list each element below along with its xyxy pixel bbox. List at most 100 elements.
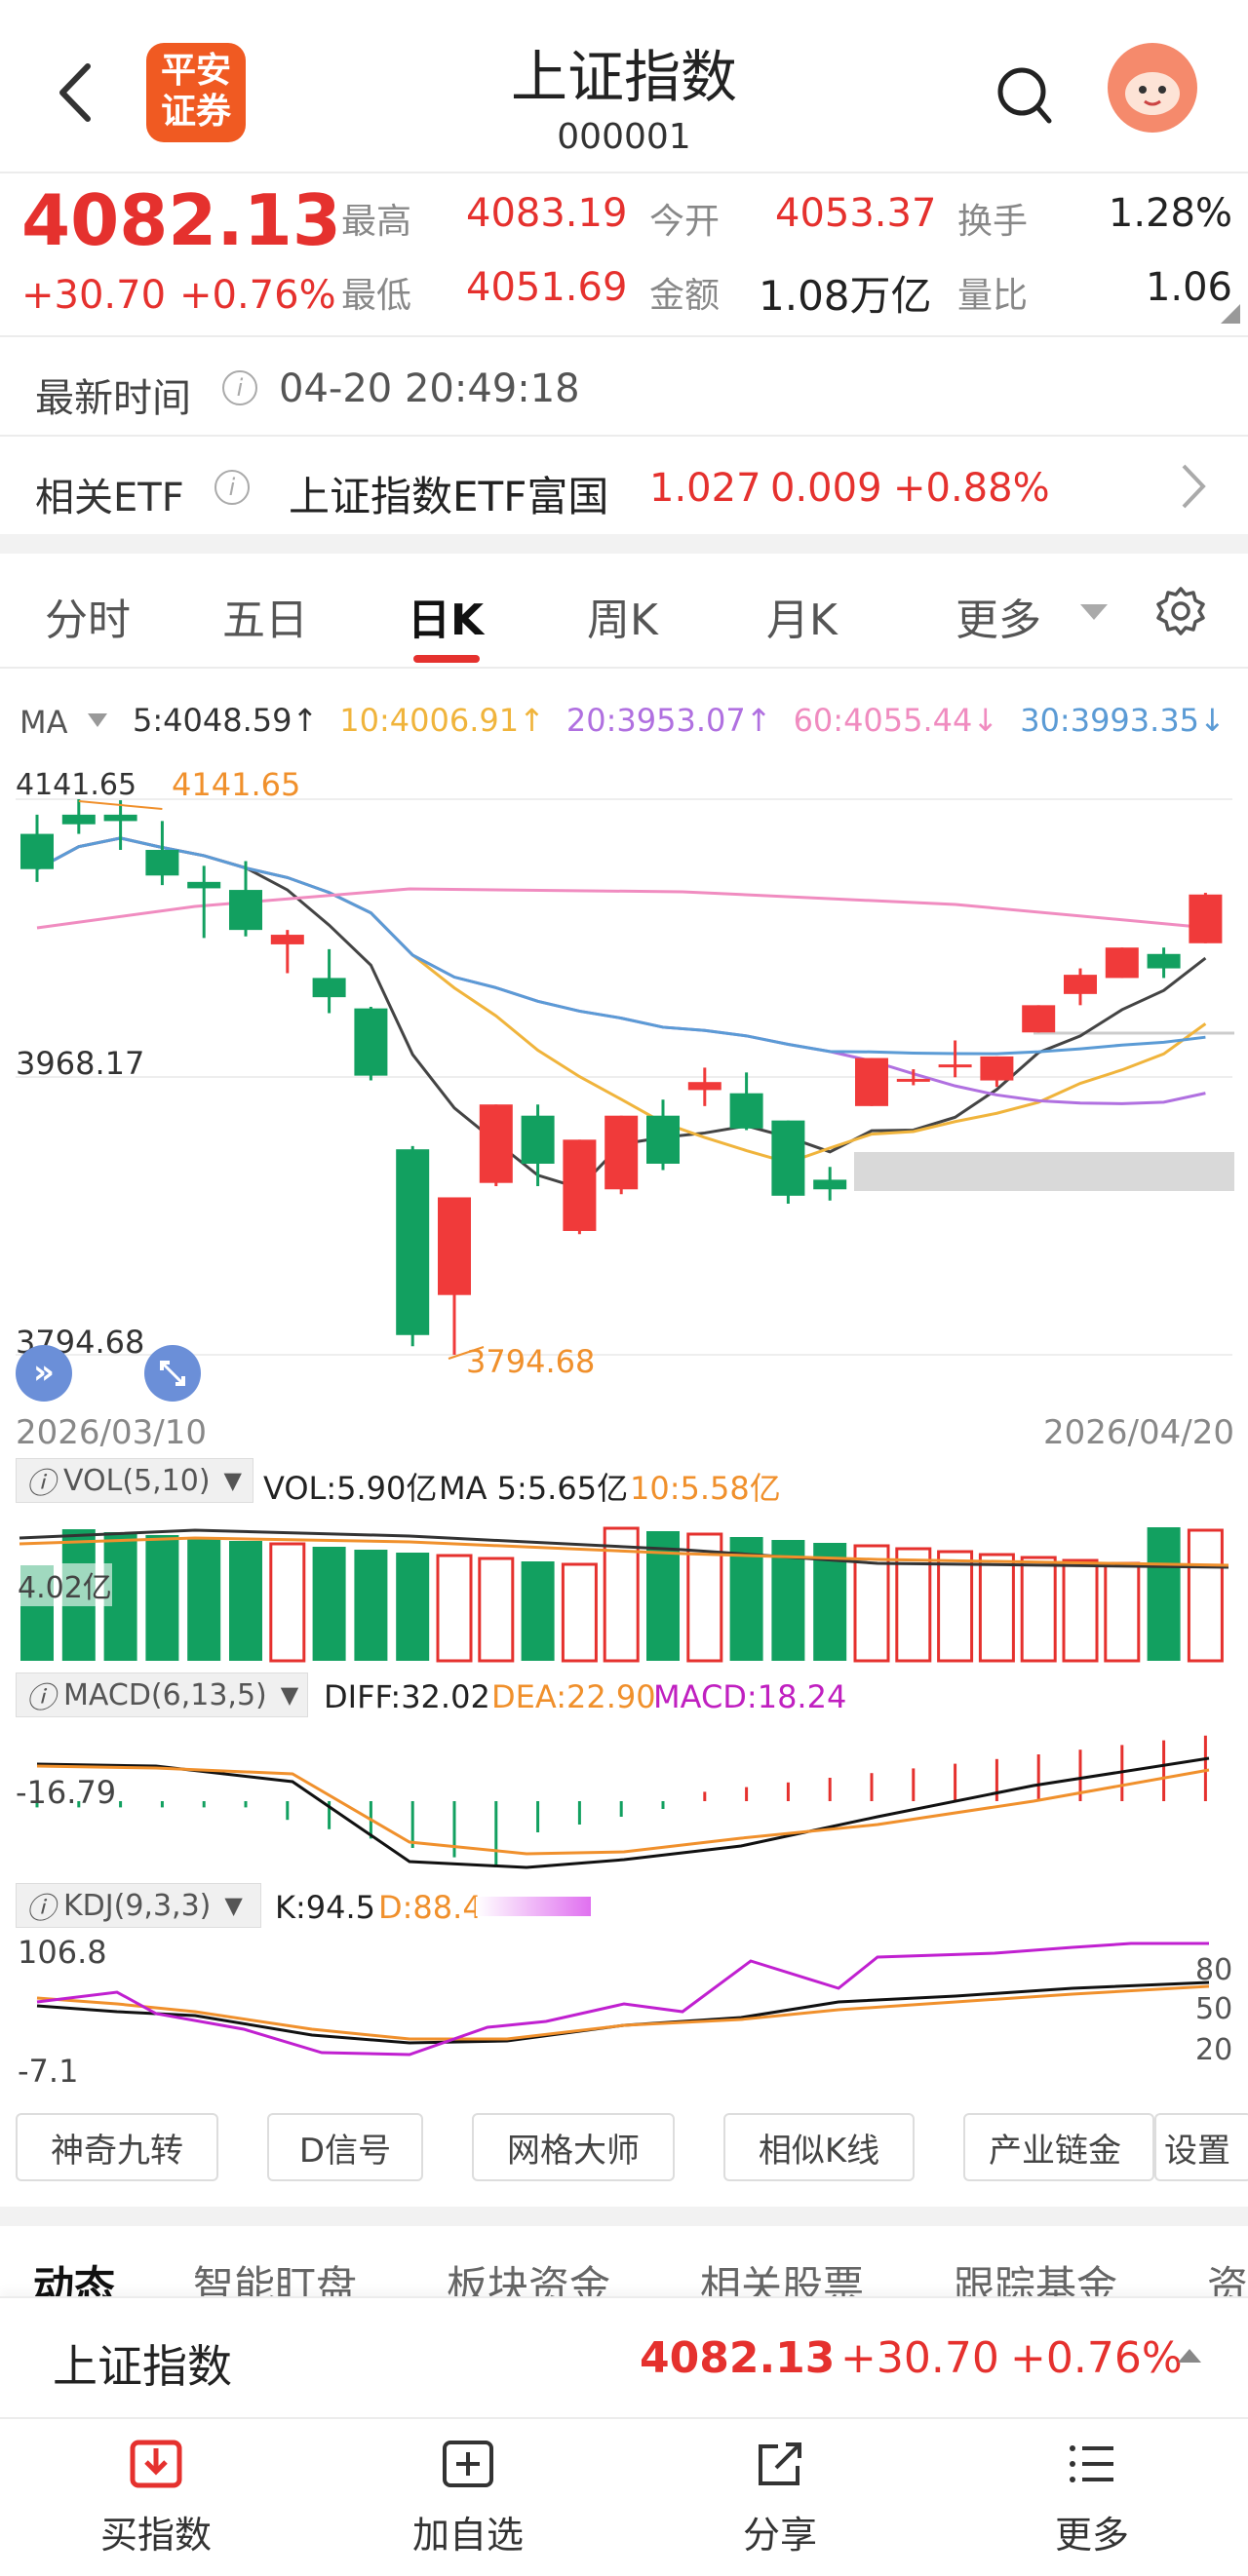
turnover-value: 1.28%	[1108, 191, 1232, 236]
amount-label: 金额	[649, 276, 721, 316]
kdj-d-line	[36, 1984, 1210, 2041]
kdj-50-label: 50	[1195, 1992, 1233, 2026]
chevron-right-icon[interactable]	[1178, 462, 1207, 511]
fast-forward-icon[interactable]: »	[16, 1345, 72, 1402]
vol-title: VOL(5,10)	[63, 1463, 211, 1498]
vol-ratio-value: 1.06	[1145, 265, 1232, 310]
vol-info-icon: ⓘ	[26, 1467, 56, 1501]
update-time-value: 04-20 20:49:18	[279, 366, 580, 411]
macd-dropdown-icon: ▼	[280, 1681, 299, 1709]
kdj-bottom-label: -7.1	[18, 2053, 79, 2090]
tab-five-day[interactable]: 五日	[222, 596, 308, 645]
kdj-indicator-tag[interactable]: ⓘ KDJ(9,3,3) ▼	[16, 1883, 261, 1928]
candle-body	[687, 1082, 722, 1091]
chevron-down-icon[interactable]	[1080, 604, 1108, 620]
turnover-label: 换手	[957, 202, 1029, 242]
bottom-quote-name: 上证指数	[53, 2340, 232, 2393]
high-value: 4083.19	[466, 191, 628, 236]
search-icon[interactable]	[994, 64, 1053, 127]
macd-indicator-tag[interactable]: ⓘ MACD(6,13,5) ▼	[16, 1672, 308, 1717]
macd-title: MACD(6,13,5)	[63, 1677, 267, 1712]
candle-body	[354, 1008, 388, 1076]
chip-settings[interactable]: 设置	[1154, 2113, 1248, 2181]
candle-body	[396, 1149, 430, 1335]
bottom-quote-bar[interactable]: 上证指数 4082.13 +30.70 +0.76%	[0, 2296, 1248, 2417]
volume-bar	[937, 1550, 974, 1663]
etf-name[interactable]: 上证指数ETF富国	[289, 473, 609, 520]
volume-bar	[187, 1538, 221, 1661]
macd-chart	[35, 1735, 1210, 1869]
avatar[interactable]	[1108, 43, 1197, 133]
volume-bar	[1020, 1556, 1057, 1663]
volume-bar	[521, 1561, 555, 1661]
candle-body	[1022, 1005, 1056, 1033]
active-tab-indicator	[413, 655, 480, 663]
etf-info-icon[interactable]: i	[214, 470, 250, 505]
ma-label[interactable]: MA	[20, 704, 68, 741]
candle-body	[729, 1093, 763, 1129]
vol-indicator-tag[interactable]: ⓘ VOL(5,10) ▼	[16, 1458, 254, 1503]
fullscreen-icon[interactable]	[144, 1345, 201, 1402]
tab-intraday[interactable]: 分时	[45, 596, 131, 645]
ma-dropdown-icon[interactable]	[88, 713, 107, 727]
back-icon[interactable]	[51, 58, 99, 127]
chip-grid-master[interactable]: 网格大师	[472, 2113, 675, 2181]
volume-bar	[269, 1542, 306, 1663]
page-title: 上证指数	[510, 44, 737, 110]
nav-more[interactable]: 更多	[936, 2437, 1248, 2558]
kdj-j-faded	[476, 1897, 591, 1916]
candle-body	[980, 1056, 1014, 1081]
vol-dropdown-icon: ▼	[223, 1467, 242, 1494]
volume-bar	[145, 1535, 179, 1661]
ma-legend-item: 60:4055.44↓	[793, 702, 999, 739]
kdj-d: D:88.4	[378, 1889, 483, 1926]
kdj-top-label: 106.8	[18, 1934, 107, 1971]
candle-body	[896, 1078, 930, 1082]
volume-bar	[729, 1537, 763, 1661]
candle-body	[229, 890, 262, 931]
low-pointer	[448, 1346, 485, 1360]
add-box-icon	[443, 2441, 493, 2487]
nav-share[interactable]: 分享	[624, 2437, 936, 2558]
volume-bar	[1147, 1527, 1181, 1661]
ma20-line	[36, 836, 1206, 1105]
caret-up-icon[interactable]	[1178, 2349, 1201, 2363]
last-price: 4082.13	[21, 179, 341, 261]
vol-ma5: MA 5:5.65亿	[439, 1470, 629, 1507]
ma-legend-item: 5:4048.59↑	[133, 702, 319, 739]
kline-high-marker: 4141.65	[172, 766, 301, 803]
nav-buy-index[interactable]: 买指数	[0, 2437, 312, 2558]
kline-chart[interactable]	[0, 760, 1248, 1423]
expand-corner-icon[interactable]	[1221, 304, 1240, 324]
menu-icon	[1070, 2445, 1113, 2482]
info-icon[interactable]: i	[222, 370, 257, 405]
stock-code: 000001	[557, 117, 691, 157]
open-label: 今开	[649, 202, 721, 242]
low-value: 4051.69	[466, 265, 628, 310]
tab-weekly-k[interactable]: 周K	[587, 596, 658, 645]
tab-more[interactable]: 更多	[956, 596, 1041, 645]
candle-body	[855, 1057, 888, 1106]
kdj-k: K:94.5	[275, 1889, 376, 1926]
vol-axis-label: 4.02亿	[18, 1563, 112, 1606]
bottom-quote-change-pct: +0.76%	[1010, 2333, 1183, 2383]
ma-legend-item: 10:4006.91↑	[339, 702, 545, 739]
share-icon	[759, 2442, 801, 2485]
etf-label: 相关ETF	[35, 476, 184, 520]
volume-bar	[895, 1547, 932, 1663]
gear-icon[interactable]	[1154, 585, 1207, 637]
macd-diff: DIFF:32.02	[324, 1678, 490, 1715]
ma60-line	[36, 887, 1210, 930]
candle-body	[646, 1115, 680, 1164]
chip-industry-chain[interactable]: 产业链金	[963, 2113, 1154, 2181]
tab-monthly-k[interactable]: 月K	[766, 596, 838, 645]
vol-ma5-line	[19, 1528, 1229, 1569]
volume-bar	[1187, 1528, 1224, 1663]
kdj-dropdown-icon: ▼	[224, 1892, 243, 1919]
tab-daily-k[interactable]: 日K	[408, 596, 485, 645]
chip-magic-nine[interactable]: 神奇九转	[16, 2113, 218, 2181]
nav-add-watchlist[interactable]: 加自选	[312, 2437, 624, 2558]
chip-similar-k[interactable]: 相似K线	[723, 2113, 915, 2181]
macd-diff-line	[36, 1756, 1210, 1869]
chip-d-signal[interactable]: D信号	[267, 2113, 423, 2181]
